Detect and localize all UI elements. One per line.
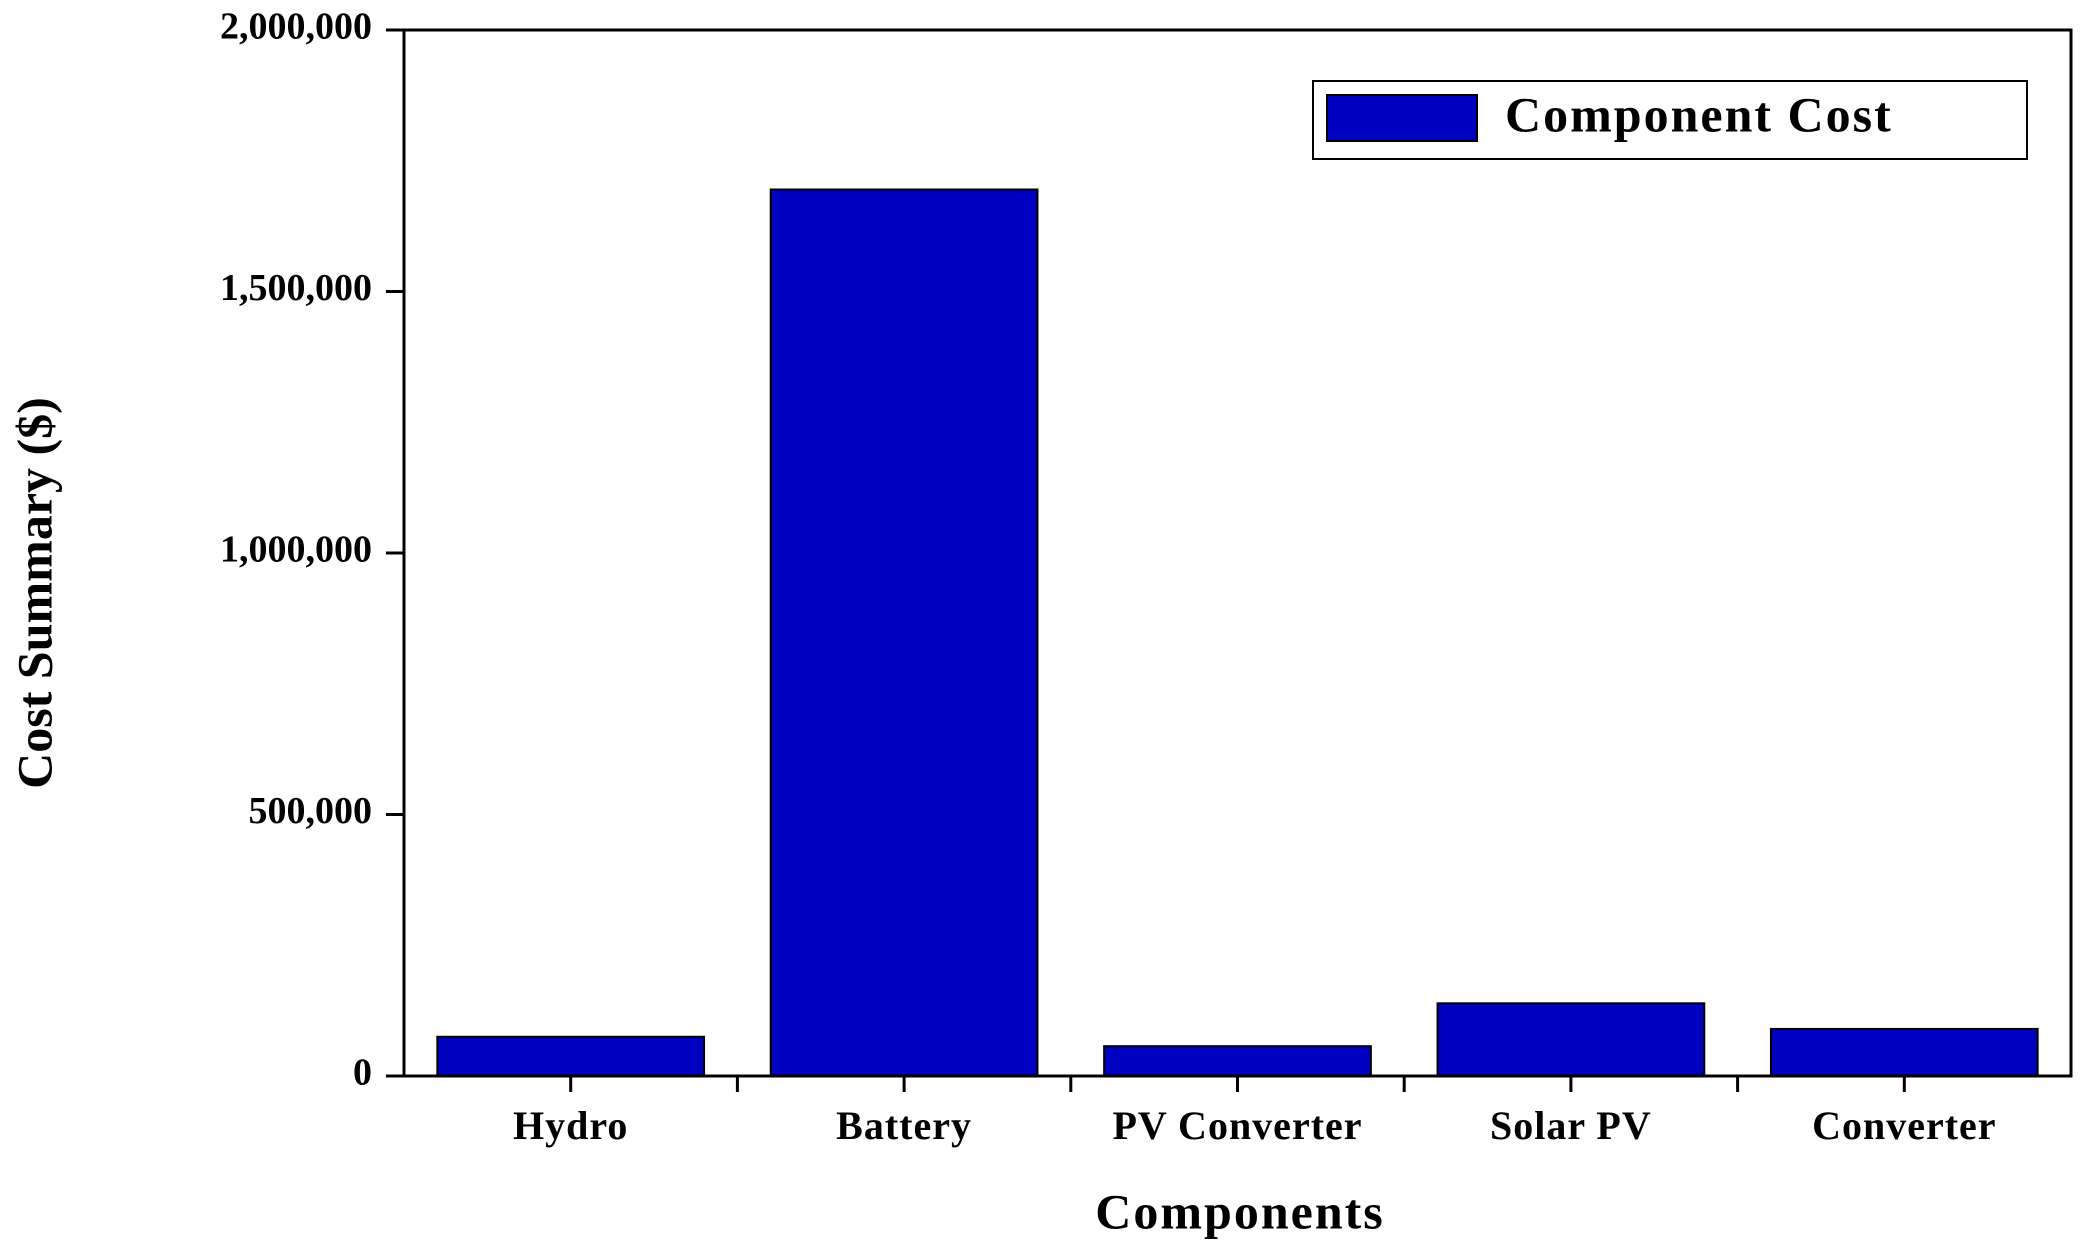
x-tick-label: Solar PV (1490, 1103, 1652, 1148)
bar (1103, 1045, 1372, 1077)
x-axis-title: Components (1095, 1183, 1384, 1239)
legend-label: Component Cost (1505, 86, 1893, 142)
bar (769, 188, 1039, 1077)
x-tick-label: Converter (1812, 1103, 1996, 1148)
y-tick-label: 500,000 (249, 790, 373, 832)
y-axis-title: Cost Summary ($) (6, 397, 62, 789)
y-tick-label: 1,000,000 (220, 529, 372, 571)
x-tick-label: Battery (836, 1103, 972, 1148)
y-tick-label: 2,000,000 (220, 6, 372, 48)
legend-swatch (1326, 94, 1478, 142)
bar (1436, 1002, 1706, 1077)
x-tick-label: Hydro (513, 1103, 628, 1148)
y-tick-label: 1,500,000 (220, 267, 372, 309)
plot-frame (402, 28, 2073, 1078)
x-tick-label: PV Converter (1112, 1103, 1362, 1148)
bar (436, 1035, 706, 1078)
bar (1769, 1027, 2039, 1078)
y-tick-label: 0 (353, 1052, 372, 1094)
